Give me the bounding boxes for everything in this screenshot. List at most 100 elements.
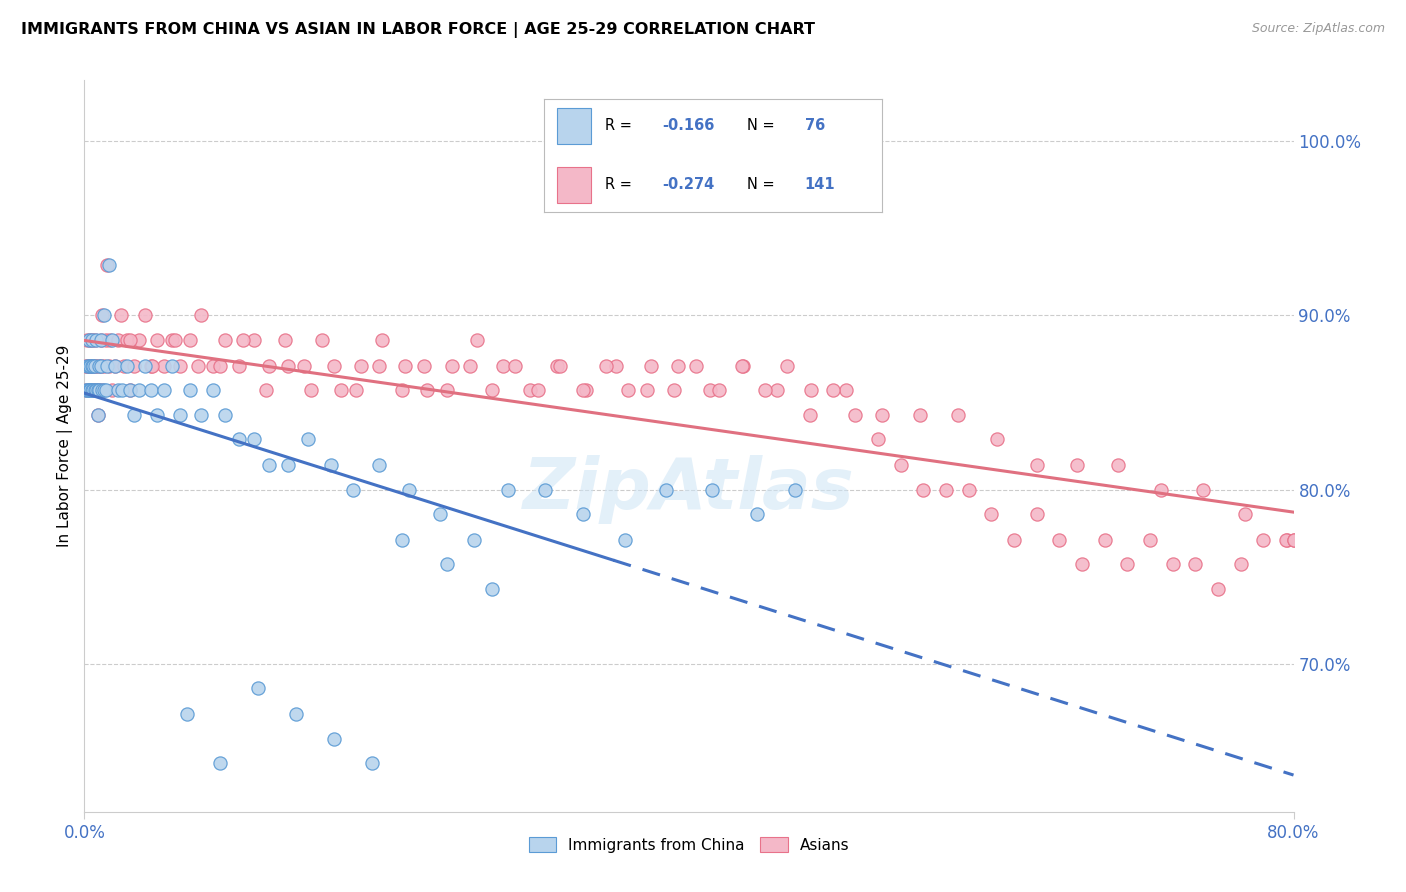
Point (104, 359, 127, 373)
Point (342, 483, 364, 497)
Point (169, 359, 191, 373)
Point (80, 359, 103, 373)
Point (91, 309, 114, 323)
Point (481, 582, 503, 596)
Point (90, 333, 112, 347)
Point (146, 333, 169, 347)
Point (292, 359, 315, 373)
Point (413, 359, 436, 373)
Point (1139, 533, 1161, 547)
Point (82, 359, 104, 373)
Point (76, 359, 98, 373)
Point (546, 359, 568, 373)
Point (84, 359, 107, 373)
Point (232, 333, 254, 347)
Point (346, 384, 368, 398)
Point (662, 384, 685, 398)
Point (550, 359, 572, 373)
Point (86, 333, 108, 347)
Point (617, 384, 640, 398)
Point (209, 359, 232, 373)
Point (84, 384, 107, 398)
Point (463, 533, 485, 547)
Point (77, 333, 100, 347)
Point (368, 458, 391, 472)
Point (128, 333, 150, 347)
Point (90, 359, 112, 373)
Point (84, 359, 107, 373)
Point (1002, 533, 1025, 547)
Point (360, 756, 382, 770)
Text: Source: ZipAtlas.com: Source: ZipAtlas.com (1251, 22, 1385, 36)
Point (87, 408, 110, 422)
Point (79, 384, 101, 398)
Point (94, 333, 117, 347)
Point (1149, 483, 1171, 497)
Point (1161, 558, 1184, 572)
Point (122, 408, 145, 422)
Point (685, 359, 707, 373)
Point (87, 408, 110, 422)
Point (872, 408, 894, 422)
Point (394, 359, 416, 373)
Point (1253, 533, 1275, 547)
Point (391, 384, 413, 398)
Point (467, 333, 489, 347)
Point (107, 384, 129, 398)
Point (77, 359, 100, 373)
Point (104, 359, 127, 373)
Point (835, 384, 858, 398)
Point (160, 333, 183, 347)
Point (1275, 533, 1298, 547)
Point (297, 432, 319, 446)
Point (254, 384, 277, 398)
Point (187, 359, 209, 373)
Point (100, 384, 122, 398)
Point (821, 384, 844, 398)
Point (436, 558, 458, 572)
Point (228, 359, 250, 373)
Point (214, 333, 236, 347)
Point (429, 507, 451, 521)
Point (640, 359, 662, 373)
Point (274, 333, 297, 347)
Point (1234, 507, 1257, 521)
Point (118, 384, 141, 398)
Point (201, 359, 224, 373)
Point (866, 432, 889, 446)
Point (636, 384, 658, 398)
Point (946, 408, 969, 422)
Text: ZipAtlas: ZipAtlas (523, 456, 855, 524)
Point (368, 359, 391, 373)
Point (77, 384, 100, 398)
Point (371, 333, 394, 347)
Point (139, 384, 162, 398)
Point (146, 408, 169, 422)
Point (80, 384, 103, 398)
Point (709, 384, 731, 398)
Point (247, 681, 270, 695)
Point (79, 384, 101, 398)
Point (655, 483, 678, 497)
Point (496, 483, 519, 497)
Point (153, 359, 176, 373)
Point (228, 432, 250, 446)
Point (134, 359, 156, 373)
Point (1047, 533, 1070, 547)
Point (1192, 483, 1215, 497)
Point (82, 359, 104, 373)
Point (82, 384, 104, 398)
Point (91, 384, 114, 398)
Point (80, 333, 103, 347)
Point (79, 384, 101, 398)
Point (111, 384, 134, 398)
Point (90, 333, 112, 347)
Point (96, 359, 118, 373)
Point (97, 359, 120, 373)
Point (86, 359, 108, 373)
Point (179, 333, 201, 347)
Point (139, 359, 162, 373)
Point (93, 359, 115, 373)
Point (416, 384, 439, 398)
Point (79, 359, 101, 373)
